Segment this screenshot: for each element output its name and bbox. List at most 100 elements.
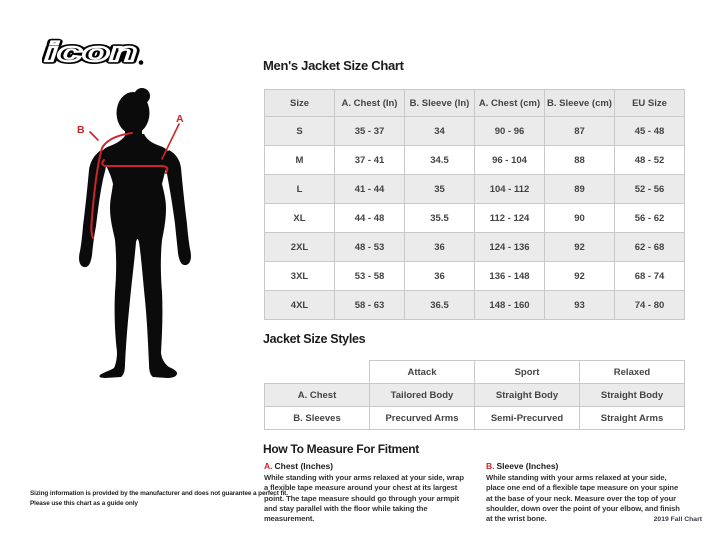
fitment-title: How To Measure For Fitment [263, 442, 419, 456]
cell: S [264, 116, 335, 146]
icon-logo: icon icon [42, 34, 144, 70]
cell: A. Chest [264, 383, 370, 407]
cell: 34.5 [404, 145, 475, 175]
chest-measure-line [101, 159, 169, 174]
cell: 92 [544, 232, 615, 262]
cell: 34 [404, 116, 475, 146]
chest-instructions-heading: A. Chest (Inches) [264, 461, 464, 471]
table-row: S 35 - 37 34 90 - 96 87 45 - 48 [264, 116, 685, 146]
column-header: B. Sleeve (In) [404, 89, 475, 117]
cell: 56 - 62 [614, 203, 685, 233]
cell: 93 [544, 290, 615, 320]
sleeve-instructions-body: While standing with your arms relaxed at… [486, 473, 680, 524]
chest-measure-instructions: A. Chest (Inches) While standing with you… [264, 461, 464, 524]
cell: 44 - 48 [334, 203, 405, 233]
column-header: A. Chest (In) [334, 89, 405, 117]
male-silhouette-icon: A B [77, 88, 191, 378]
trademark-dot-icon [138, 60, 144, 65]
header-row: Size A. Chest (In) B. Sleeve (In) A. Chest … [264, 89, 685, 117]
cell: 2XL [264, 232, 335, 262]
cell: 136 - 148 [474, 261, 545, 291]
cell: 89 [544, 174, 615, 204]
cell: 92 [544, 261, 615, 291]
cell: 52 - 56 [614, 174, 685, 204]
cell: 68 - 74 [614, 261, 685, 291]
cell: 48 - 52 [614, 145, 685, 175]
measurement-figure: A B [55, 80, 255, 470]
cell: 36 [404, 261, 475, 291]
cell: 124 - 136 [474, 232, 545, 262]
cell: 45 - 48 [614, 116, 685, 146]
chart-version-label: 2019 Fall Chart [653, 516, 702, 523]
cell: Straight Arms [579, 406, 685, 430]
cell: 37 - 41 [334, 145, 405, 175]
letter-a-marker: A. [264, 461, 273, 471]
logo-text: icon [45, 38, 137, 66]
sleeve-heading-text: Sleeve (Inches) [496, 461, 559, 471]
cell: 3XL [264, 261, 335, 291]
cell: Tailored Body [369, 383, 475, 407]
cell: 48 - 53 [334, 232, 405, 262]
label-b-pointer-line [89, 131, 99, 141]
cell: L [264, 174, 335, 204]
table-row: L 41 - 44 35 104 - 112 89 52 - 56 [264, 174, 685, 204]
letter-b-marker: B. [486, 461, 495, 471]
cell: 87 [544, 116, 615, 146]
cell: 58 - 63 [334, 290, 405, 320]
cell: Precurved Arms [369, 406, 475, 430]
column-header: EU Size [614, 89, 685, 117]
table-row: 4XL 58 - 63 36.5 148 - 160 93 74 - 80 [264, 290, 685, 320]
cell: M [264, 145, 335, 175]
cell: 96 - 104 [474, 145, 545, 175]
silhouette-body [79, 88, 191, 378]
header-row: Attack Sport Relaxed [265, 360, 685, 384]
size-chart-title: Men's Jacket Size Chart [263, 58, 404, 73]
mens-jacket-size-table: Size A. Chest (In) B. Sleeve (In) A. Chest … [264, 89, 685, 320]
label-a-pointer-line [161, 123, 180, 160]
cell: 4XL [264, 290, 335, 320]
fitment-section: A. Chest (Inches) While standing with you… [264, 461, 694, 524]
chest-heading-text: Chest (Inches) [274, 461, 334, 471]
cell: 35.5 [404, 203, 475, 233]
sleeve-measure-line [90, 132, 133, 239]
column-header: B. Sleeve (cm) [544, 89, 615, 117]
table-row: 2XL 48 - 53 36 124 - 136 92 62 - 68 [264, 232, 685, 262]
cell: Straight Body [474, 383, 580, 407]
cell: 112 - 124 [474, 203, 545, 233]
cell: 104 - 112 [474, 174, 545, 204]
column-header: A. Chest (cm) [474, 89, 545, 117]
column-header: Size [264, 89, 335, 117]
column-header: Sport [474, 360, 580, 384]
cell: 53 - 58 [334, 261, 405, 291]
cell: Straight Body [579, 383, 685, 407]
sleeve-label-b: B [77, 124, 85, 136]
table-row: B. Sleeves Precurved Arms Semi-Precurved St… [264, 406, 685, 430]
cell: 90 [544, 203, 615, 233]
cell: 90 - 96 [474, 116, 545, 146]
sizing-disclaimer: Sizing information is provided by the ma… [30, 489, 288, 509]
table-row: 3XL 53 - 58 36 136 - 148 92 68 - 74 [264, 261, 685, 291]
cell: 148 - 160 [474, 290, 545, 320]
cell: 62 - 68 [614, 232, 685, 262]
jacket-size-styles-table: Attack Sport Relaxed A. Chest Tailored Body S… [264, 360, 685, 430]
table-row: M 37 - 41 34.5 96 - 104 88 48 - 52 [264, 145, 685, 175]
styles-table-title: Jacket Size Styles [263, 332, 366, 346]
cell: B. Sleeves [264, 406, 370, 430]
cell: 41 - 44 [334, 174, 405, 204]
disclaimer-line-1: Sizing information is provided by the ma… [30, 490, 288, 497]
icon-logo-icon: icon icon [42, 34, 144, 70]
cell: XL [264, 203, 335, 233]
sleeve-measure-instructions: B. Sleeve (Inches) While standing with yo… [486, 461, 686, 524]
chest-instructions-body: While standing with your arms relaxed at… [264, 473, 464, 524]
table-row: XL 44 - 48 35.5 112 - 124 90 56 - 62 [264, 203, 685, 233]
cell: 74 - 80 [614, 290, 685, 320]
chest-label-a: A [176, 113, 184, 125]
table-row: A. Chest Tailored Body Straight Body Straig… [264, 383, 685, 407]
cell: 35 [404, 174, 475, 204]
disclaimer-line-2: Please use this chart as a guide only [30, 500, 138, 507]
column-header: Relaxed [579, 360, 685, 384]
cell: 35 - 37 [334, 116, 405, 146]
cell: 36 [404, 232, 475, 262]
cell: 88 [544, 145, 615, 175]
